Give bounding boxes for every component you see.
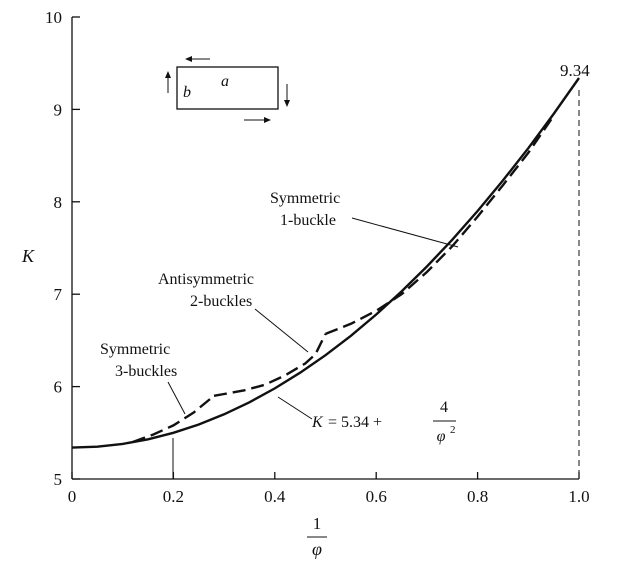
x-tick-label: 0.2 <box>163 487 184 506</box>
annotation-symmetric-1-line2: 1-buckle <box>280 212 336 229</box>
formula-exponent: 2 <box>450 424 456 436</box>
series-line-k-5-34-4 <box>325 115 555 336</box>
series-line-antisymmetric-2-buckles <box>213 333 327 397</box>
series-line-symmetric-3-buckles <box>132 394 215 444</box>
x-axis-label-denominator: φ <box>312 539 322 559</box>
x-tick-label: 0.8 <box>467 487 488 506</box>
y-axis-label: K <box>21 246 35 266</box>
formula-k: K <box>311 414 324 431</box>
y-tick-label: 8 <box>54 193 63 212</box>
plate-label-a: a <box>221 73 229 90</box>
x-tick-label: 0.4 <box>264 487 286 506</box>
formula-constant: = 5.34 + <box>324 414 386 431</box>
leader-antisymmetric-2 <box>254 308 309 353</box>
leader-formula <box>277 396 313 420</box>
annotation-symmetric-1-line1: Symmetric <box>270 190 340 207</box>
y-tick-label: 7 <box>54 285 63 304</box>
series-layer <box>71 77 580 449</box>
formula-denominator: φ <box>437 428 446 445</box>
x-tick-label: 1.0 <box>568 487 589 506</box>
annotation-symmetric-3-line1: Symmetric <box>100 341 170 358</box>
y-tick-label: 9 <box>54 100 63 119</box>
plate-label-b: b <box>183 84 191 101</box>
peak-value-label: 9.34 <box>560 61 590 80</box>
plate-inset-diagram: b a <box>165 56 290 123</box>
formula-numerator: 4 <box>440 399 448 416</box>
leader-symmetric-1 <box>351 217 459 248</box>
y-axis-ticks: 5 6 7 8 9 10 <box>45 8 80 489</box>
y-tick-label: 6 <box>54 378 63 397</box>
x-tick-label: 0 <box>68 487 77 506</box>
leader-symmetric-3 <box>167 381 186 415</box>
annotation-antisymmetric-2-line1: Antisymmetric <box>158 271 254 288</box>
annotation-antisymmetric-2-line2: 2-buckles <box>190 293 252 310</box>
x-axis-label-numerator: 1 <box>313 514 322 533</box>
x-axis-ticks: 0 0.2 0.4 0.6 0.8 1.0 <box>68 472 590 506</box>
y-tick-label: 10 <box>45 8 62 27</box>
plate-rectangle <box>176 66 279 110</box>
series-line-symmetric-1-buckle <box>71 77 580 449</box>
x-tick-label: 0.6 <box>366 487 387 506</box>
annotation-symmetric-3-line2: 3-buckles <box>115 363 177 380</box>
y-tick-label: 5 <box>54 470 63 489</box>
